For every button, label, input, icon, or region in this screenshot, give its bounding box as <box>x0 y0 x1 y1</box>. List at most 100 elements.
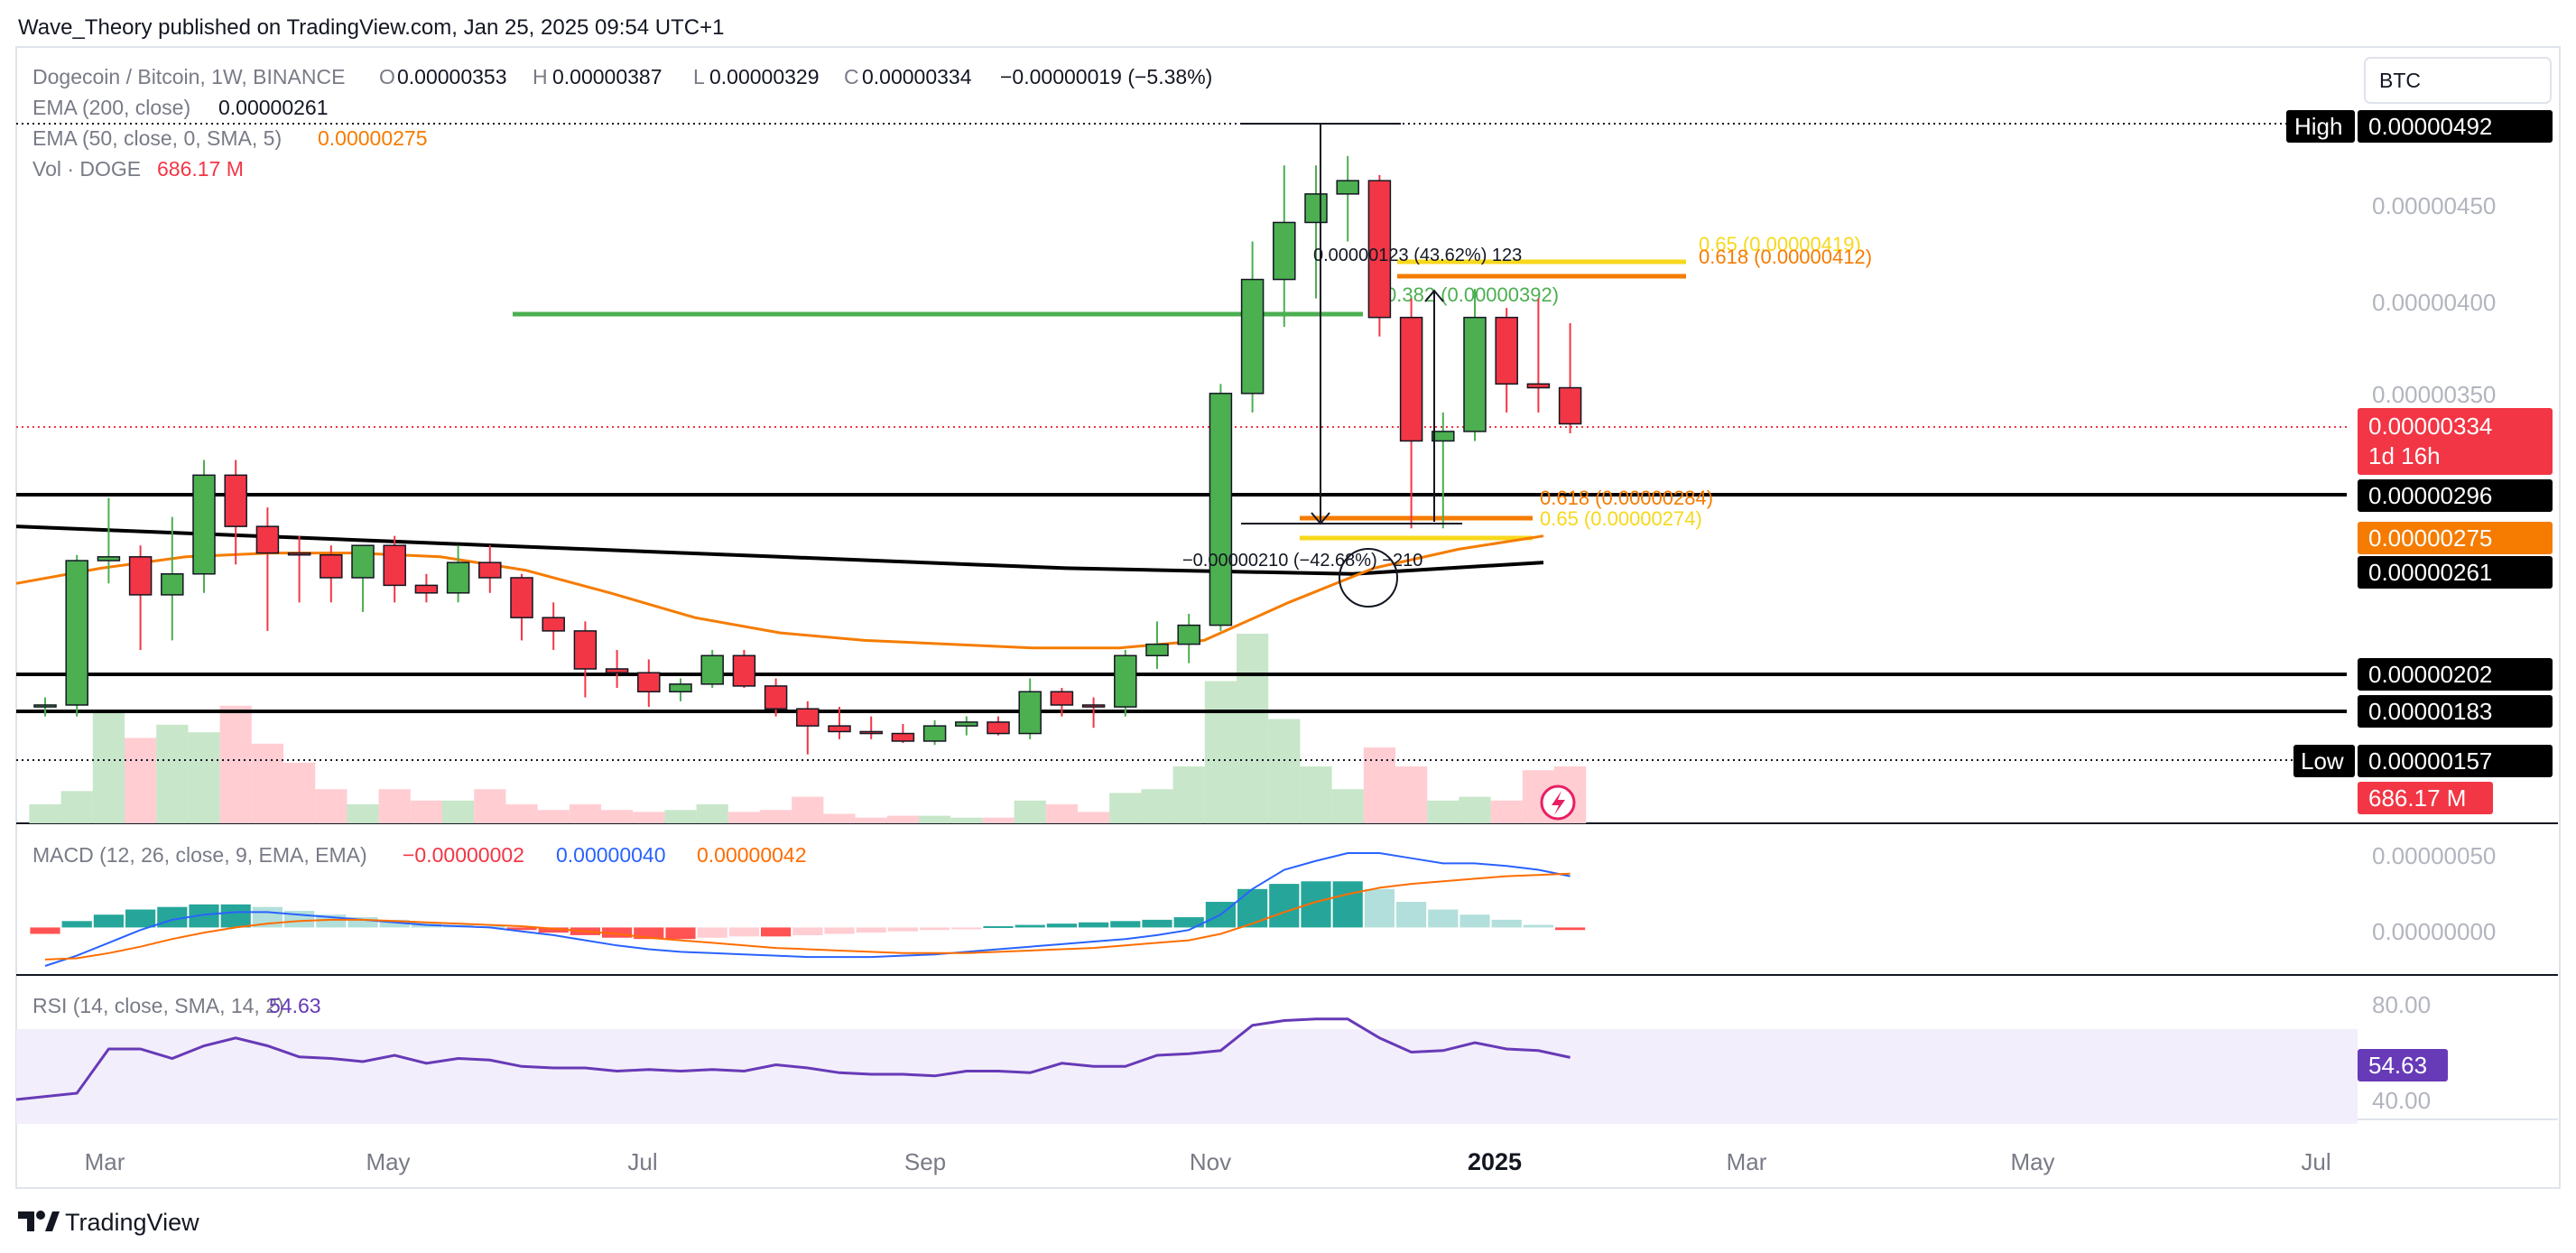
price-axis[interactable]: 0.00000450 0.00000400 0.00000350 High 0.… <box>2286 110 2553 1114</box>
volume-bar <box>125 738 157 823</box>
candle-body <box>732 654 756 687</box>
high-tag-label: High <box>2294 113 2342 140</box>
legend-close-value: 0.00000334 <box>862 65 972 88</box>
time-label-may: May <box>366 1148 410 1175</box>
rsi-tag <box>2358 1049 2448 1081</box>
macd-histogram-bar <box>983 925 1014 928</box>
macd-histogram-bar <box>1237 888 1268 928</box>
high-value: 0.00000492 <box>2368 113 2492 140</box>
time-label-mar: Mar <box>85 1148 125 1175</box>
candle-body <box>1336 180 1359 195</box>
candle-body <box>383 544 406 587</box>
candle-body <box>922 725 947 742</box>
time-label-jul-2025: Jul <box>2301 1148 2330 1175</box>
lightning-icon[interactable] <box>1540 784 1576 821</box>
volume-bar <box>219 705 252 823</box>
candle-body <box>796 708 820 727</box>
volume-tag <box>2358 782 2493 814</box>
candle-body <box>287 552 311 556</box>
fib-618-bottom-label: 0.618 (0.00000284) <box>1540 487 1713 509</box>
volume-bar <box>505 804 538 823</box>
price-tick-450: 0.00000450 <box>2372 192 2496 219</box>
volume-bar <box>1395 766 1428 823</box>
volume-bar <box>1268 719 1301 823</box>
time-label-mar-2025: Mar <box>1727 1148 1767 1175</box>
ema50-tag <box>2358 522 2553 554</box>
macd-histogram-bar <box>1459 914 1490 928</box>
candle-body <box>542 617 565 632</box>
rsi-value: 54.63 <box>269 994 321 1017</box>
measure-tool-down[interactable]: −0.00000210 (−42.68%) −210 <box>1182 123 1462 571</box>
rsi-tick-80: 80.00 <box>2372 991 2431 1018</box>
logo-mark-slash <box>45 1211 60 1231</box>
volume-bar <box>29 804 61 823</box>
legend-close-label: C <box>844 65 859 88</box>
candle-body <box>1304 193 1328 224</box>
macd-histogram-bar <box>728 927 759 937</box>
candle-body <box>414 584 439 594</box>
bar-countdown: 1d 16h <box>2368 442 2441 469</box>
ema50-label: EMA (50, close, 0, SMA, 5) <box>32 126 282 150</box>
rsi-pane <box>15 1017 1571 1101</box>
macd-tick-0: 0.00000000 <box>2372 918 2496 945</box>
macd-histogram-bar <box>506 927 537 931</box>
published-by: Wave_Theory published on TradingView.com… <box>18 15 724 40</box>
candle-body <box>1018 691 1042 735</box>
ema-lines <box>15 524 1544 650</box>
macd-histogram-bar <box>1079 922 1109 928</box>
time-axis[interactable]: Mar May Jul Sep Nov 2025 Mar May Jul <box>85 1148 2331 1175</box>
volume-bar <box>1490 800 1523 823</box>
volume-bar <box>1014 800 1046 823</box>
candle-body <box>320 553 343 579</box>
time-label-2025: 2025 <box>1468 1148 1522 1175</box>
macd-histogram-bar <box>93 914 124 928</box>
candle-body <box>161 573 184 596</box>
tradingview-logo[interactable]: TradingView <box>18 1209 199 1236</box>
macd-line <box>44 852 1571 967</box>
volume-bar <box>315 789 347 823</box>
candle-body <box>255 525 280 554</box>
candle-body <box>891 732 915 742</box>
candle-body <box>1177 624 1200 645</box>
macd-line-value: 0.00000040 <box>556 843 666 867</box>
measure-tool-up[interactable]: 0.00000123 (43.62%) 123 <box>1313 246 1522 522</box>
candle-body <box>33 704 57 708</box>
arrow-up-icon <box>1424 289 1444 302</box>
macd-histogram-bar <box>1491 919 1522 928</box>
macd-histogram-bar <box>1332 881 1363 928</box>
fib-65-top-label: 0.65 (0.00000419) <box>1699 233 1861 255</box>
candle-body <box>1367 180 1392 319</box>
fib-65-bottom-label: 0.65 (0.00000274) <box>1540 507 1702 530</box>
candle-body <box>1463 316 1487 432</box>
volume-bar <box>823 813 856 823</box>
candle-body <box>1526 383 1551 389</box>
high-tag <box>2286 110 2355 143</box>
time-label-sep: Sep <box>904 1148 946 1175</box>
rsi-line <box>15 1017 1571 1101</box>
legend-high-value: 0.00000387 <box>552 65 663 88</box>
lightning-icon-bolt <box>1552 791 1565 815</box>
level-296-tag <box>2358 479 2553 512</box>
time-label-nov: Nov <box>1190 1148 1231 1175</box>
candle-body <box>510 577 533 618</box>
macd-histogram-bar <box>538 927 569 933</box>
low-value: 0.00000157 <box>2368 747 2492 775</box>
macd-histogram-bar <box>697 927 727 938</box>
low-tag <box>2293 745 2355 777</box>
macd-hist-value: −0.00000002 <box>403 843 524 867</box>
volume-bar <box>855 817 887 823</box>
price-tick-350: 0.00000350 <box>2372 381 2496 408</box>
volume-bar <box>537 810 570 823</box>
volume-bar <box>410 800 442 823</box>
ema-cross-circle[interactable] <box>1339 548 1398 608</box>
candle-body <box>1273 221 1296 281</box>
ema50-value: 0.00000275 <box>318 126 428 150</box>
volume-bar <box>1363 747 1395 823</box>
level-202-value: 0.00000202 <box>2368 661 2492 688</box>
currency-button[interactable] <box>2364 57 2552 104</box>
macd-histogram-bar <box>1015 924 1045 928</box>
candle-body <box>1050 691 1074 706</box>
macd-histogram-bar <box>1523 924 1553 928</box>
candle-body <box>637 672 661 692</box>
